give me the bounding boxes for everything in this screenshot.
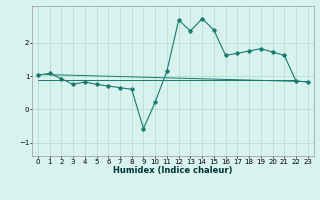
X-axis label: Humidex (Indice chaleur): Humidex (Indice chaleur) bbox=[113, 166, 233, 175]
